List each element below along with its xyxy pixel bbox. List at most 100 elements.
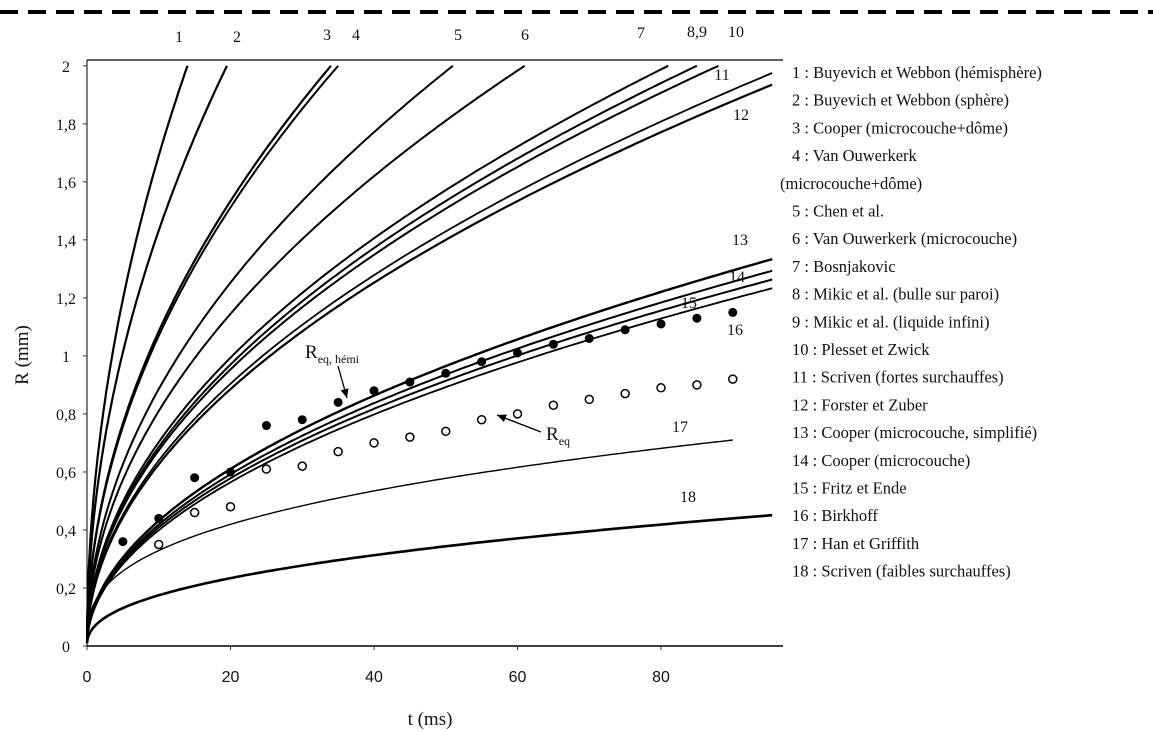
curve-16 xyxy=(86,287,773,643)
filled-point xyxy=(154,513,164,523)
y-tick-label: 1,6 xyxy=(56,175,76,192)
annotation-label: Req xyxy=(546,424,570,448)
open-point xyxy=(548,400,559,410)
x-tick-label: 60 xyxy=(509,669,527,686)
open-point xyxy=(728,374,738,384)
open-point xyxy=(692,380,702,390)
y-tick-label: 0 xyxy=(62,639,70,656)
curves xyxy=(85,64,773,644)
legend-entry: 2 : Buyevich et Webbon (sphère) xyxy=(792,91,1009,110)
x-tick-label: 40 xyxy=(365,669,383,686)
y-tick-label: 1,8 xyxy=(56,117,76,134)
open-point xyxy=(297,461,308,471)
open-point xyxy=(369,438,379,448)
filled-point xyxy=(261,421,271,431)
legend-entry: 17 : Han et Griffith xyxy=(792,534,920,553)
legend-entry: 4 : Van Ouwerkerk xyxy=(792,146,918,165)
curve-number-label: 2 xyxy=(233,29,241,46)
legend-entry: 13 : Cooper (microcouche, simplifié) xyxy=(792,423,1037,442)
open-point xyxy=(405,432,415,442)
curve-number-label: 17 xyxy=(672,419,688,436)
y-tick-label: 0,2 xyxy=(56,581,76,598)
open-point xyxy=(441,426,451,437)
open-point xyxy=(656,383,666,393)
filled-point xyxy=(190,473,200,483)
curve-number-label: 8,9 xyxy=(687,24,707,41)
y-tick-label: 0,6 xyxy=(56,465,76,482)
filled-point xyxy=(477,357,487,367)
legend-entry: 10 : Plesset et Zwick xyxy=(792,340,930,359)
annotation-label: Req, hémi xyxy=(305,342,360,366)
curve-2 xyxy=(86,65,228,633)
curve-5 xyxy=(86,65,454,638)
legend-entry: 11 : Scriven (fortes surchauffes) xyxy=(792,368,1004,387)
filled-point xyxy=(692,313,702,323)
legend-entry: 14 : Cooper (microcouche) xyxy=(792,451,970,470)
legend-entry: 16 : Birkhoff xyxy=(792,506,878,525)
x-tick-label: 80 xyxy=(652,669,670,686)
curve-11 xyxy=(86,72,773,641)
curve-17 xyxy=(86,439,733,638)
curve-number-label: 10 xyxy=(728,24,744,41)
filled-point xyxy=(513,348,523,358)
filled-point xyxy=(620,325,630,335)
curve-number-label: 7 xyxy=(637,25,645,42)
filled-point xyxy=(405,377,415,387)
curve-number-label: 4 xyxy=(352,27,360,44)
curve-number-label: 3 xyxy=(323,27,331,44)
legend-entry: 7 : Bosnjakovic xyxy=(792,257,896,276)
open-point xyxy=(225,502,236,512)
open-point xyxy=(154,539,164,550)
curve-number-label: 6 xyxy=(521,27,529,44)
y-axis-label: R (mm) xyxy=(12,325,33,385)
x-tick-label: 20 xyxy=(222,669,240,686)
open-point xyxy=(476,414,487,425)
curve-10 xyxy=(86,64,719,640)
legend-entry: (microcouche+dôme) xyxy=(780,174,922,193)
legend-entry: 18 : Scriven (faibles surchauffes) xyxy=(792,562,1011,581)
curve-number-label: 12 xyxy=(733,107,749,124)
x-tick-label: 0 xyxy=(83,669,92,686)
annotation-arrow-head xyxy=(340,388,349,398)
legend-entry: 12 : Forster et Zuber xyxy=(792,395,928,414)
filled-point xyxy=(441,368,451,378)
y-tick-label: 2 xyxy=(62,59,70,76)
y-tick-label: 1 xyxy=(62,349,70,366)
filled-point xyxy=(226,467,236,477)
curve-number-label: 14 xyxy=(729,269,745,286)
filled-point xyxy=(728,307,738,317)
curve-number-label: 16 xyxy=(727,322,743,339)
legend-entry: 6 : Van Ouwerkerk (microcouche) xyxy=(792,229,1017,248)
open-point xyxy=(512,409,523,419)
open-point xyxy=(584,394,595,405)
annotation-arrow-head xyxy=(497,414,507,422)
legend-entry: 5 : Chen et al. xyxy=(792,202,884,221)
legend-entry: 9 : Mikic et al. (liquide infini) xyxy=(792,312,990,331)
curve-number-label: 13 xyxy=(732,232,748,249)
x-axis-label: t (ms) xyxy=(408,709,453,730)
points-open xyxy=(154,374,738,550)
filled-point xyxy=(548,339,558,349)
legend-entry: 8 : Mikic et al. (bulle sur paroi) xyxy=(792,285,999,304)
curve-6 xyxy=(86,64,526,639)
filled-point xyxy=(656,319,666,329)
filled-point xyxy=(297,415,307,425)
curve-18 xyxy=(85,513,773,644)
y-tick-label: 0,4 xyxy=(56,523,76,540)
curve-number-label: 11 xyxy=(714,67,729,84)
filled-point xyxy=(369,386,379,396)
filled-point xyxy=(333,397,343,407)
legend-entry: 1 : Buyevich et Webbon (hémisphère) xyxy=(792,63,1042,82)
legend-entry: 15 : Fritz et Ende xyxy=(792,479,907,498)
curve-number-label: 15 xyxy=(681,295,697,312)
curve-12 xyxy=(86,83,773,641)
open-point xyxy=(189,507,200,518)
annotations: Req, hémi Req xyxy=(305,342,570,448)
filled-point xyxy=(584,333,594,343)
legend-entry: 3 : Cooper (microcouche+dôme) xyxy=(792,118,1008,137)
y-tick-label: 1,2 xyxy=(56,291,76,308)
curve-4 xyxy=(86,65,339,637)
y-ticks: 0 0,2 0,4 0,6 0,8 1 1,2 1,4 1,6 1,8 2 xyxy=(56,59,87,656)
open-point xyxy=(620,388,630,399)
